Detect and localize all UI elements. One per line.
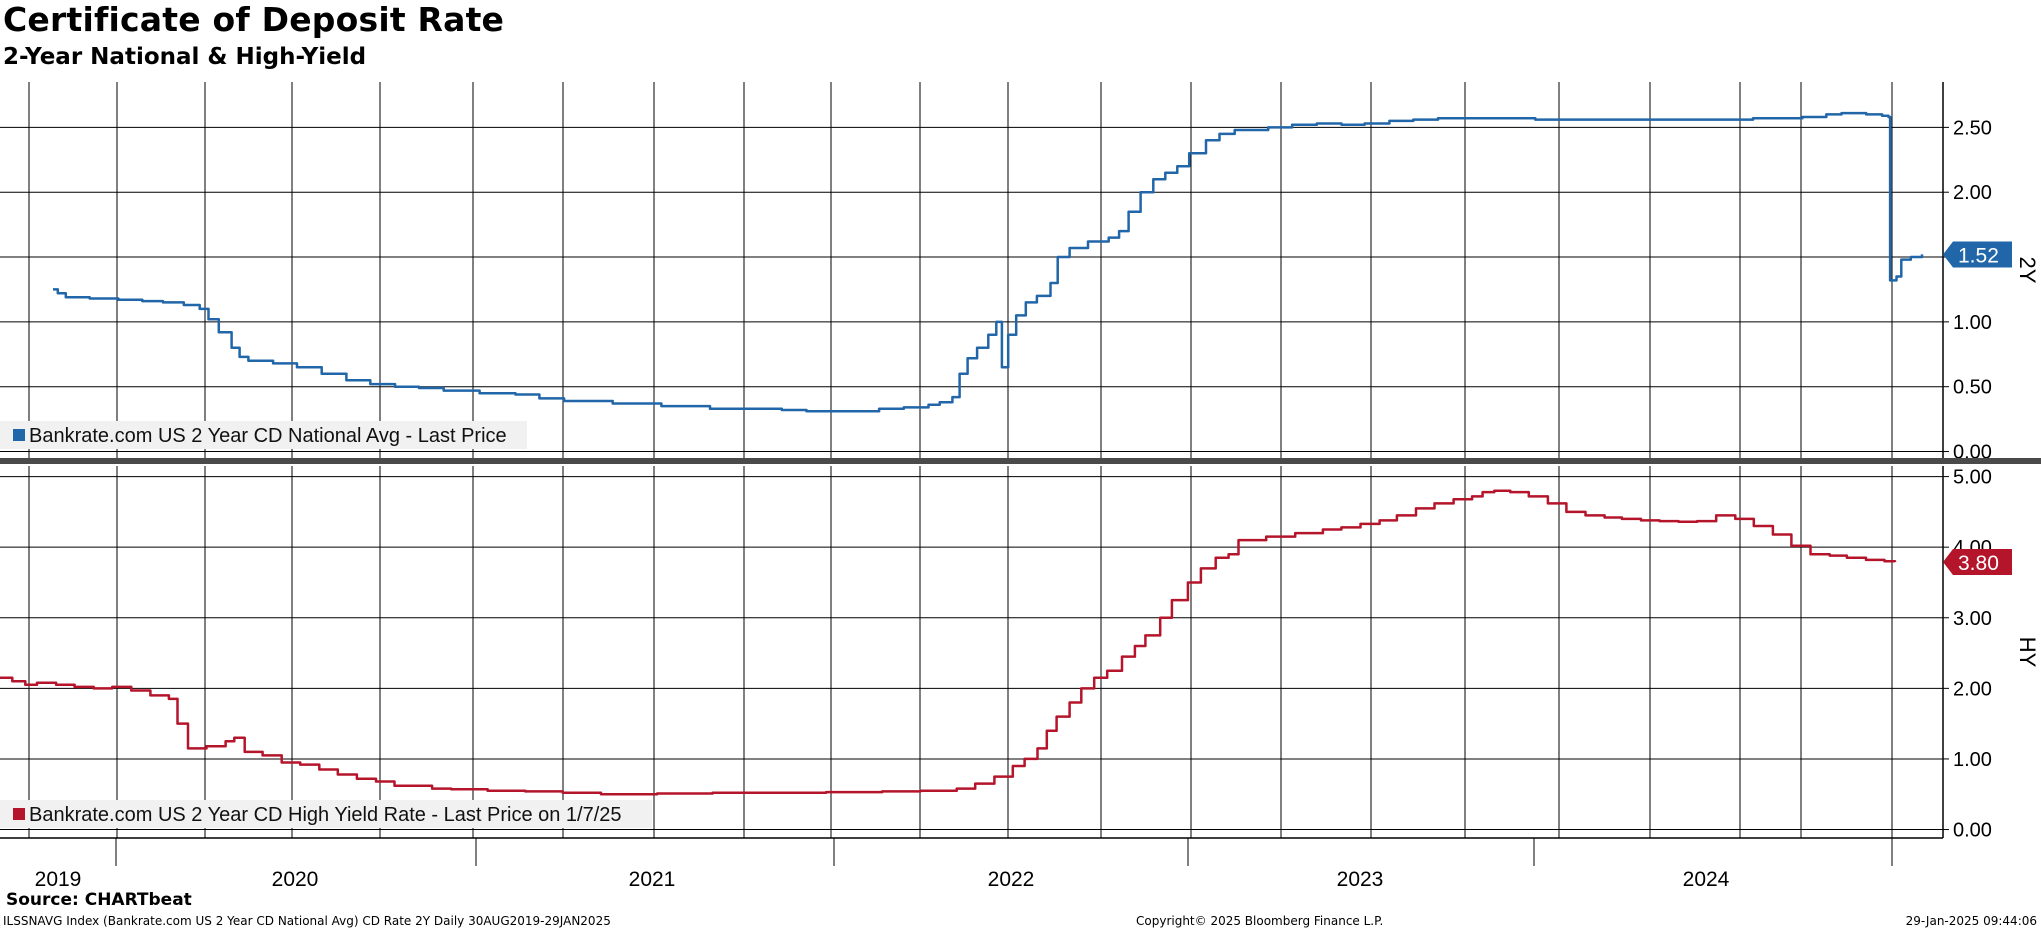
y-tick-label: 3.00 bbox=[1953, 608, 1992, 630]
legend-box bbox=[0, 800, 652, 828]
y-tick-label: 1.00 bbox=[1953, 749, 1992, 771]
footer-copyright: Copyright© 2025 Bloomberg Finance L.P. bbox=[1136, 914, 1384, 928]
x-year-label: 2021 bbox=[629, 868, 676, 891]
axes: 0.000.501.001.502.002.501.522Y0.001.002.… bbox=[0, 82, 2041, 891]
x-year-label: 2020 bbox=[272, 868, 319, 891]
panel-label: 2Y bbox=[2015, 257, 2040, 284]
legend-swatch bbox=[13, 429, 25, 441]
footer-index-description: ILSSNAVG Index (Bankrate.com US 2 Year C… bbox=[3, 914, 611, 928]
legend-label: Bankrate.com US 2 Year CD High Yield Rat… bbox=[29, 804, 622, 826]
x-year-label: 2019 bbox=[35, 868, 82, 891]
panel-divider bbox=[0, 458, 2041, 464]
y-tick-label: 2.00 bbox=[1953, 182, 1992, 204]
legends: Bankrate.com US 2 Year CD National Avg -… bbox=[0, 421, 652, 828]
y-tick-label: 1.00 bbox=[1953, 312, 1992, 334]
last-value-label: 3.80 bbox=[1958, 552, 1999, 575]
y-tick-label: 5.00 bbox=[1953, 467, 1992, 489]
legend-box bbox=[0, 421, 527, 449]
x-year-label: 2024 bbox=[1683, 868, 1730, 891]
x-year-label: 2022 bbox=[988, 868, 1035, 891]
y-tick-label: 0.50 bbox=[1953, 377, 1992, 399]
high-yield-line bbox=[0, 489, 1897, 796]
grid-lines bbox=[0, 82, 1943, 838]
last-value-label: 1.52 bbox=[1958, 244, 1999, 267]
series-lines bbox=[0, 111, 1924, 796]
last-value-tag bbox=[1943, 549, 2012, 575]
last-value-tag bbox=[1943, 241, 2012, 268]
chart-subtitle: 2-Year National & High-Yield bbox=[3, 44, 367, 70]
source-note: Source: CHARTbeat bbox=[6, 890, 192, 910]
chart-title: Certificate of Deposit Rate bbox=[3, 0, 505, 39]
y-tick-label: 2.00 bbox=[1953, 678, 1992, 700]
x-year-label: 2023 bbox=[1337, 868, 1384, 891]
legend-swatch bbox=[13, 808, 25, 820]
footer-timestamp: 29-Jan-2025 09:44:06 bbox=[1905, 914, 2037, 928]
panel-label: HY bbox=[2015, 637, 2040, 668]
legend-label: Bankrate.com US 2 Year CD National Avg -… bbox=[29, 425, 507, 447]
y-tick-label: 0.00 bbox=[1953, 820, 1992, 842]
national-avg-line bbox=[53, 111, 1924, 413]
y-tick-label: 2.50 bbox=[1953, 117, 1992, 139]
